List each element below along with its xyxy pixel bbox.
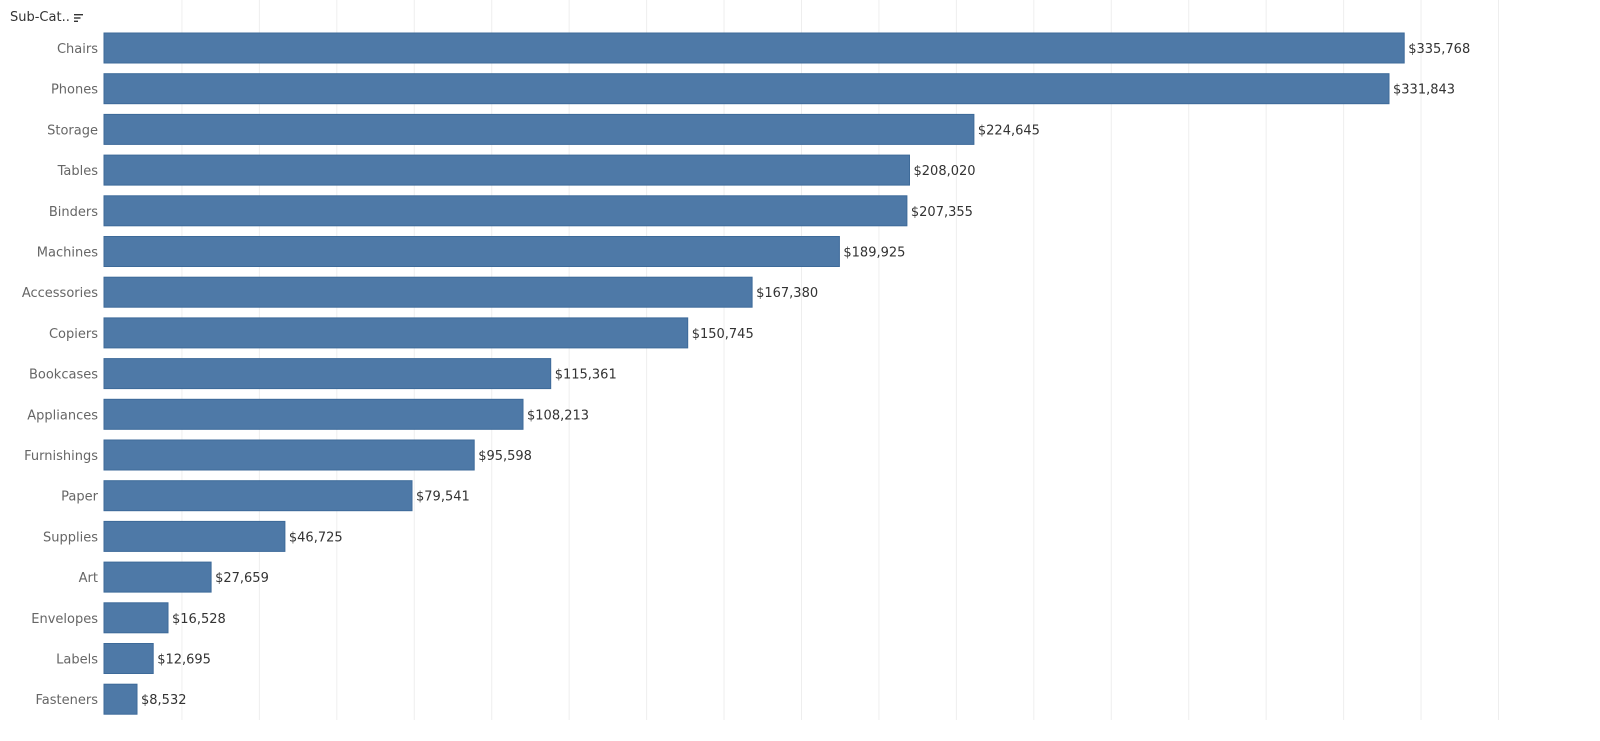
bar-supplies[interactable] [103, 520, 286, 552]
value-label-appliances: $108,213 [527, 408, 589, 423]
sort-descending-icon[interactable] [73, 13, 84, 23]
category-label-chairs[interactable]: Chairs [57, 42, 98, 57]
category-label-supplies[interactable]: Supplies [43, 530, 98, 545]
value-label-copiers: $150,745 [692, 327, 754, 342]
category-label-bookcases[interactable]: Bookcases [29, 368, 98, 383]
category-label-labels[interactable]: Labels [56, 653, 98, 668]
bar-labels[interactable] [103, 643, 154, 674]
bar-binders[interactable] [103, 195, 908, 227]
value-labels: $335,768 $331,843 $224,645 $208,020 $207,355… [141, 42, 1470, 708]
category-label-fasteners[interactable]: Fasteners [36, 693, 99, 708]
value-label-fasteners: $8,532 [141, 693, 187, 708]
value-label-bookcases: $115,361 [555, 368, 617, 383]
category-label-storage[interactable]: Storage [47, 123, 98, 138]
bar-fasteners[interactable] [103, 683, 138, 715]
sub-category-header[interactable]: Sub-Cat.. [10, 10, 84, 25]
value-label-supplies: $46,725 [289, 530, 343, 545]
bar-paper[interactable] [103, 480, 413, 512]
category-label-art[interactable]: Art [79, 571, 98, 586]
category-label-envelopes[interactable]: Envelopes [31, 612, 98, 627]
bar-storage[interactable] [103, 113, 975, 145]
sub-category-header-label: Sub-Cat.. [10, 10, 70, 25]
bar-furnishings[interactable] [103, 439, 475, 471]
value-label-art: $27,659 [215, 571, 269, 586]
bar-appliances[interactable] [103, 398, 524, 430]
category-label-binders[interactable]: Binders [49, 205, 98, 220]
value-label-binders: $207,355 [911, 205, 973, 220]
bar-phones[interactable] [103, 73, 1390, 105]
category-label-machines[interactable]: Machines [37, 246, 98, 261]
category-label-paper[interactable]: Paper [61, 490, 98, 505]
value-label-machines: $189,925 [843, 246, 905, 261]
bar-accessories[interactable] [103, 276, 753, 308]
category-label-tables[interactable]: Tables [57, 164, 99, 179]
value-label-accessories: $167,380 [756, 286, 818, 301]
value-label-phones: $331,843 [1393, 83, 1455, 98]
category-label-accessories[interactable]: Accessories [22, 286, 98, 301]
value-label-labels: $12,695 [157, 653, 211, 668]
value-label-chairs: $335,768 [1408, 42, 1470, 57]
value-label-paper: $79,541 [416, 490, 470, 505]
bar-bookcases[interactable] [103, 358, 552, 390]
value-label-tables: $208,020 [914, 164, 976, 179]
category-label-furnishings[interactable]: Furnishings [24, 449, 98, 464]
value-label-furnishings: $95,598 [478, 449, 532, 464]
category-label-phones[interactable]: Phones [51, 83, 98, 98]
category-labels: Chairs Phones Storage Tables Binders Machines… [22, 42, 99, 708]
bar-copiers[interactable] [103, 317, 689, 349]
category-label-copiers[interactable]: Copiers [49, 327, 98, 342]
bar-machines[interactable] [103, 236, 840, 267]
bar-art[interactable] [103, 561, 212, 593]
bar-chairs[interactable] [103, 32, 1405, 64]
value-label-envelopes: $16,528 [172, 612, 226, 627]
bar-tables[interactable] [103, 154, 910, 186]
bars [103, 32, 1405, 715]
value-label-storage: $224,645 [978, 123, 1040, 138]
bar-envelopes[interactable] [103, 602, 169, 634]
category-label-appliances[interactable]: Appliances [27, 408, 98, 423]
